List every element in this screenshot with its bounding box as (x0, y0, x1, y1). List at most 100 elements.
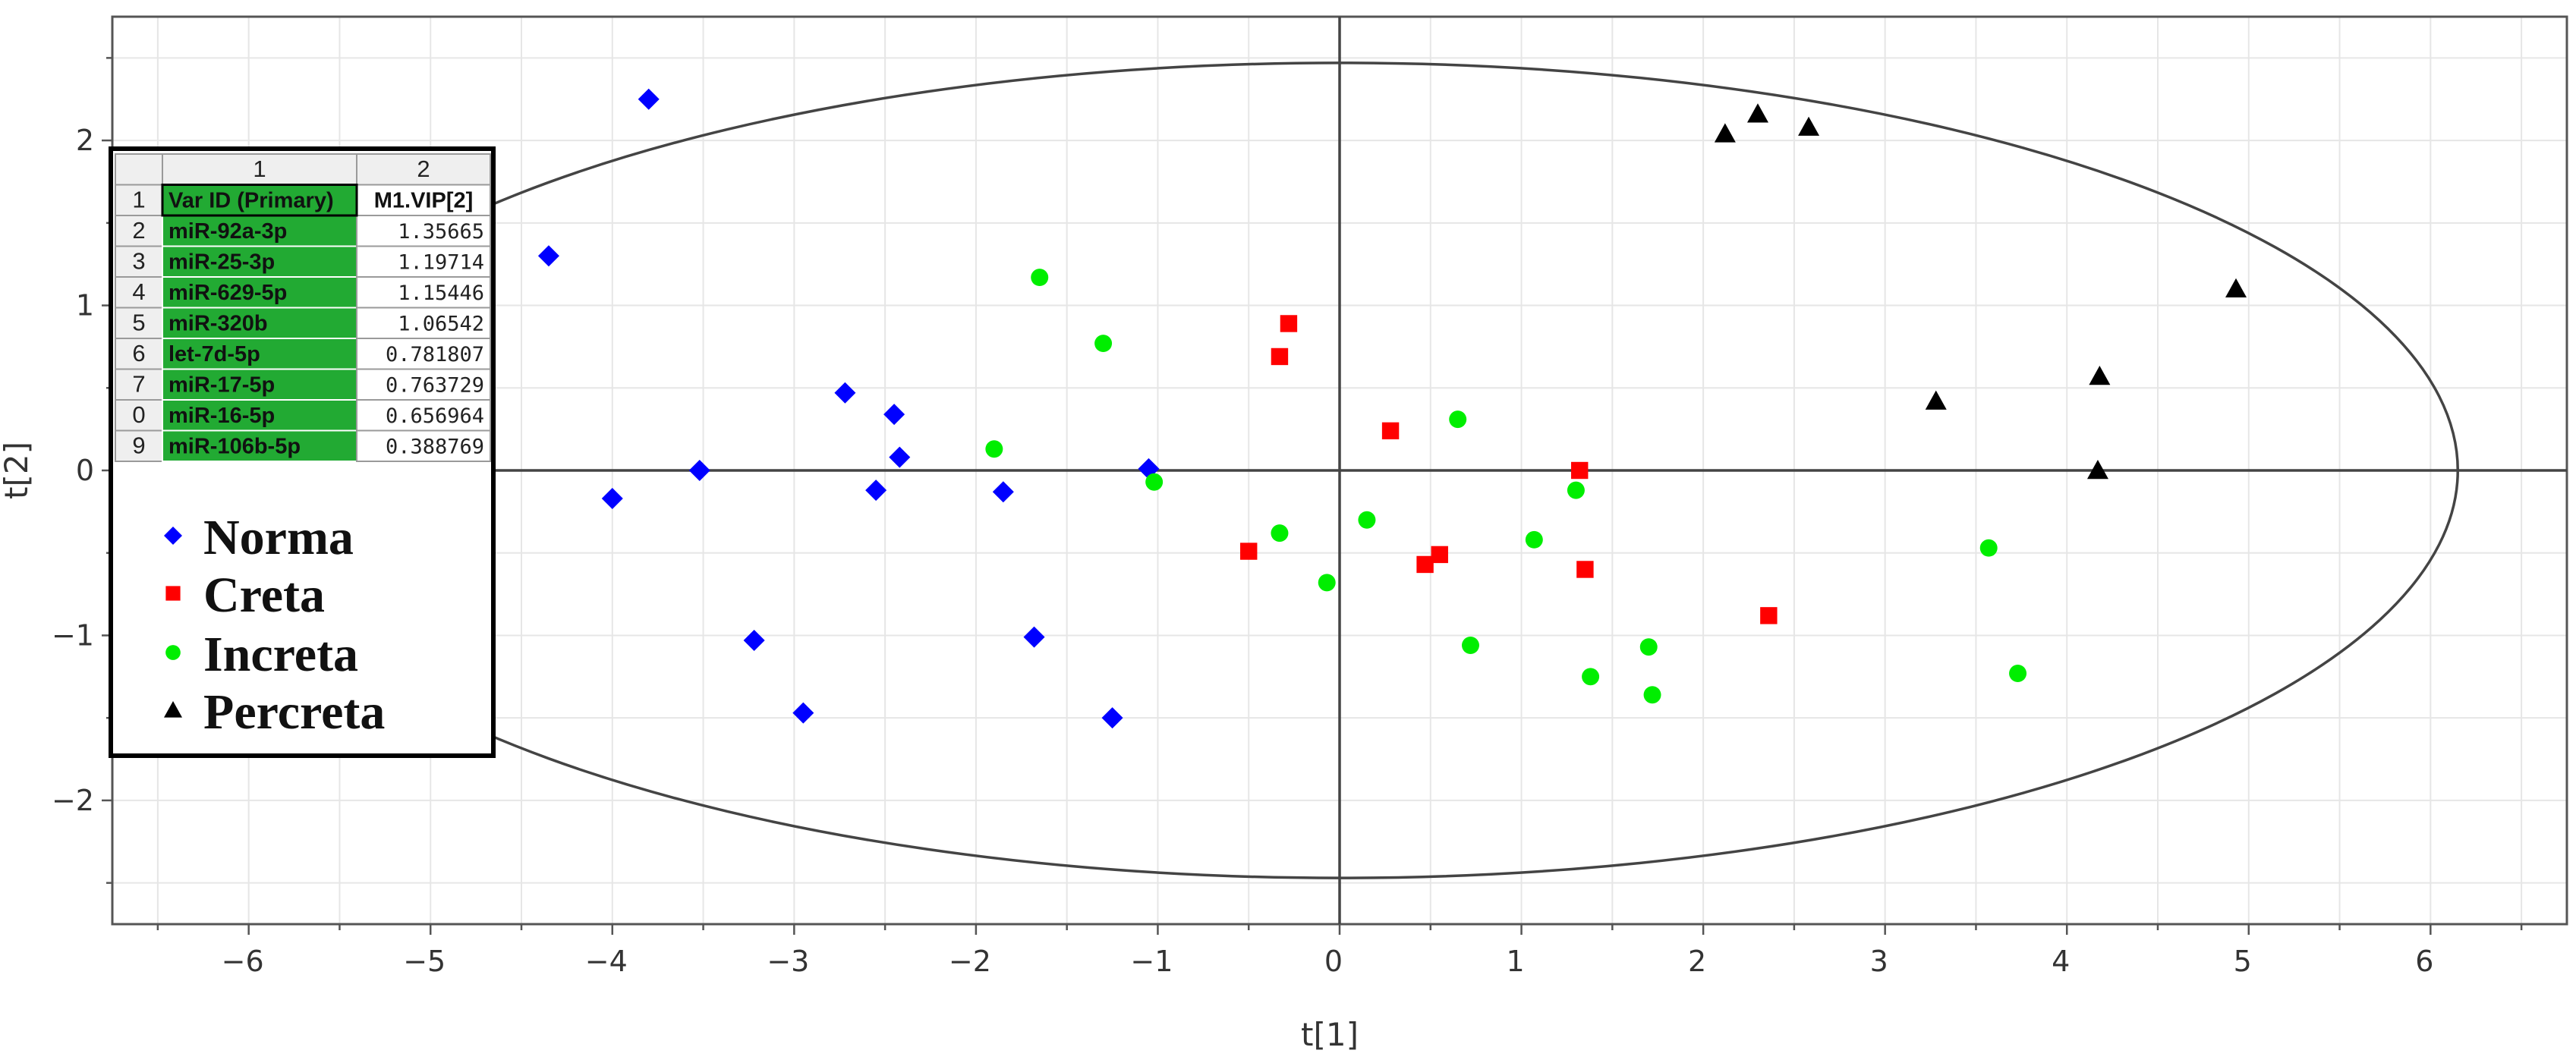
table-vip-value: 0.763729 (386, 374, 484, 398)
table-var-id: miR-629-5p (168, 281, 287, 305)
x-tick-label: −5 (403, 945, 446, 978)
data-point-increta (1462, 637, 1479, 654)
axis-ticks (102, 57, 2523, 935)
data-point-creta (1240, 543, 1258, 560)
table-vip-value: 0.781807 (386, 343, 484, 366)
data-point-norma (1101, 707, 1123, 729)
x-tick-label: −3 (767, 945, 809, 978)
data-point-increta (1449, 410, 1467, 429)
data-point-increta (1525, 530, 1543, 549)
x-tick-label: 0 (1324, 945, 1343, 978)
data-point-increta (1271, 524, 1289, 543)
table-row-number-cell (115, 215, 163, 247)
table-row-number: 1 (132, 187, 145, 213)
data-point-increta (1358, 511, 1376, 529)
table-var-id-cell (162, 184, 357, 216)
data-point-increta (1318, 574, 1336, 592)
data-point-norma (883, 404, 905, 426)
y-tick-label: −2 (52, 784, 94, 817)
table-vip-value: M1.VIP[2] (374, 189, 474, 213)
data-point-percreta (1925, 390, 1947, 410)
data-point-percreta (2086, 460, 2108, 480)
table-var-id: miR-17-5p (168, 373, 275, 398)
data-point-creta (1280, 315, 1298, 332)
x-tick-label: 1 (1506, 945, 1524, 978)
table-var-id-cell (162, 276, 357, 309)
table-var-id: Var ID (Primary) (168, 189, 334, 213)
data-point-creta (1381, 422, 1400, 440)
data-points (537, 88, 2247, 729)
data-point-increta (985, 440, 1003, 458)
data-point-increta (1094, 335, 1113, 353)
data-point-percreta (2089, 366, 2111, 385)
tick-labels: −6 −5 −4 −3 −2 −1 0 1 2 3 4 5 6 −2 −1 0 1 2 (52, 124, 2433, 978)
table-corner-cell (115, 153, 163, 186)
table-var-id-cell (162, 429, 357, 462)
table-row-number: 4 (132, 278, 145, 305)
table-row-number: 7 (132, 371, 145, 398)
x-tick-label: −4 (585, 945, 628, 978)
table-vip-cell (356, 215, 491, 247)
table-row-number: 2 (132, 217, 145, 244)
table-var-id: miR-320b (168, 312, 268, 336)
data-point-norma (1023, 626, 1045, 648)
table-column-header: 2 (417, 156, 430, 182)
data-point-creta (1576, 561, 1594, 578)
data-point-norma (865, 480, 887, 502)
table-var-id: let-7d-5p (168, 342, 260, 366)
table-vip-cell (356, 429, 491, 462)
inset-vip-table-and-legend: 1 2 1 Var ID (Primary) M1.VIP[2] 2 miR-92a-3p 1… (109, 146, 496, 758)
data-point-creta (1760, 607, 1778, 624)
table-var-id-cell (162, 338, 357, 370)
table-vip-cell (356, 307, 491, 339)
x-tick-label: 2 (1688, 945, 1706, 978)
table-row-number: 3 (132, 248, 145, 275)
table-row-number: 9 (132, 432, 145, 459)
table-vip-value: 1.06542 (398, 313, 484, 336)
table-row-number-cell (115, 429, 163, 462)
legend-label-percreta: Percreta (203, 684, 385, 740)
data-point-norma (601, 487, 623, 509)
data-point-norma (743, 629, 765, 651)
table-vip-value: 1.35665 (398, 220, 484, 244)
table-row-number: 0 (132, 401, 145, 428)
y-tick-label: 1 (76, 289, 94, 322)
table-vip-value: 1.15446 (398, 281, 484, 305)
table-row-number: 5 (132, 310, 145, 336)
data-point-norma (992, 481, 1014, 503)
table-column-header: 1 (253, 156, 266, 182)
table-row-number-cell (115, 245, 163, 278)
table-var-id-cell (162, 307, 357, 339)
x-axis-title: t[1] (1301, 1016, 1359, 1053)
table-vip-value: 0.656964 (386, 404, 484, 428)
table-var-id: miR-106b-5p (168, 435, 301, 459)
table-var-id-cell (162, 368, 357, 401)
data-point-norma (537, 245, 559, 267)
data-point-increta (1643, 686, 1661, 704)
data-point-increta (1639, 638, 1658, 656)
table-row-number-cell (115, 368, 163, 401)
table-vip-value: 1.19714 (398, 251, 484, 275)
data-point-norma (889, 446, 911, 468)
x-tick-label: 4 (2052, 945, 2070, 978)
data-point-creta (1431, 546, 1448, 564)
y-tick-label: −1 (52, 618, 94, 652)
data-point-percreta (1798, 116, 1820, 136)
table-vip-cell (356, 338, 491, 370)
table-var-id: miR-92a-3p (168, 219, 287, 244)
table-var-id: miR-16-5p (168, 404, 275, 428)
x-tick-label: 5 (2234, 945, 2252, 978)
data-point-increta (1582, 668, 1600, 686)
legend-label-creta: Creta (203, 568, 325, 623)
table-var-id: miR-25-3p (168, 250, 275, 275)
data-point-increta (2009, 664, 2027, 682)
data-point-norma (688, 460, 710, 481)
legend-marker-creta (165, 586, 181, 601)
data-point-increta (1567, 481, 1585, 499)
table-row-number-cell (115, 184, 163, 216)
table-vip-cell (356, 245, 491, 278)
legend-marker-percreta (164, 701, 182, 718)
data-point-creta (1416, 555, 1434, 574)
data-point-norma (792, 702, 814, 724)
